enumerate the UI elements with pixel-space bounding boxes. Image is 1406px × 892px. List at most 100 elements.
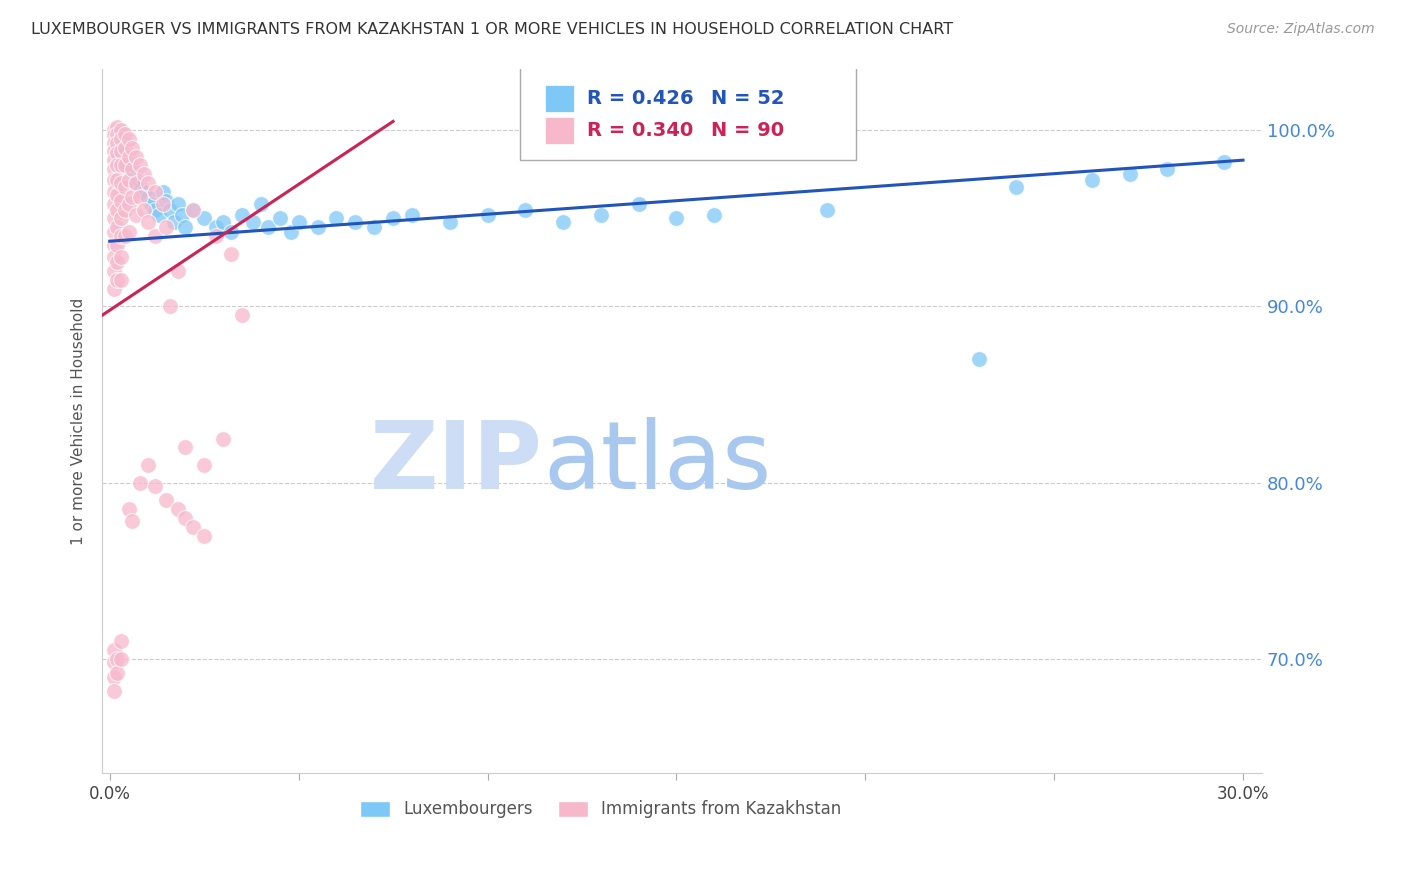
- Point: [103, 136, 125, 150]
- Point: [174, 220, 197, 235]
- Point: [132, 185, 155, 199]
- Point: [1005, 179, 1028, 194]
- Point: [257, 220, 280, 235]
- FancyBboxPatch shape: [520, 65, 856, 161]
- Point: [103, 237, 125, 252]
- Point: [105, 255, 128, 269]
- Point: [110, 150, 132, 164]
- Point: [129, 158, 152, 172]
- Point: [118, 161, 141, 176]
- Point: [204, 220, 226, 235]
- Point: [121, 141, 143, 155]
- Point: [105, 188, 128, 202]
- Point: [665, 211, 688, 226]
- Point: [1081, 172, 1104, 186]
- Point: [103, 683, 125, 698]
- Y-axis label: 1 or more Vehicles in Household: 1 or more Vehicles in Household: [72, 297, 86, 545]
- Point: [515, 202, 537, 217]
- Point: [114, 179, 136, 194]
- Point: [382, 211, 405, 226]
- Text: N = 90: N = 90: [711, 121, 785, 140]
- Point: [143, 202, 166, 217]
- Point: [551, 215, 574, 229]
- Point: [110, 634, 132, 648]
- Point: [105, 237, 128, 252]
- Text: ZIP: ZIP: [370, 417, 543, 509]
- Point: [439, 215, 461, 229]
- Point: [105, 273, 128, 287]
- Point: [129, 190, 152, 204]
- Point: [174, 511, 197, 525]
- Point: [159, 202, 181, 217]
- Text: Source: ZipAtlas.com: Source: ZipAtlas.com: [1227, 22, 1375, 37]
- Point: [193, 458, 215, 472]
- Point: [193, 211, 215, 226]
- Point: [344, 215, 367, 229]
- Text: LUXEMBOURGER VS IMMIGRANTS FROM KAZAKHSTAN 1 OR MORE VEHICLES IN HOUSEHOLD CORRE: LUXEMBOURGER VS IMMIGRANTS FROM KAZAKHST…: [31, 22, 953, 37]
- Point: [103, 145, 125, 159]
- Point: [103, 669, 125, 683]
- Text: R = 0.340: R = 0.340: [586, 121, 693, 140]
- Point: [121, 515, 143, 529]
- Point: [110, 229, 132, 244]
- Point: [627, 197, 650, 211]
- Point: [125, 150, 148, 164]
- Point: [118, 197, 141, 211]
- Point: [103, 161, 125, 176]
- Point: [250, 197, 273, 211]
- Point: [103, 643, 125, 657]
- Point: [103, 128, 125, 143]
- Point: [110, 132, 132, 146]
- Point: [219, 226, 242, 240]
- Point: [148, 208, 170, 222]
- Point: [105, 172, 128, 186]
- Point: [166, 502, 188, 516]
- Point: [129, 179, 152, 194]
- Point: [280, 226, 302, 240]
- Point: [817, 202, 839, 217]
- Point: [118, 172, 141, 186]
- Point: [159, 300, 181, 314]
- Point: [105, 120, 128, 134]
- Point: [1156, 161, 1178, 176]
- Point: [136, 190, 159, 204]
- Point: [105, 652, 128, 666]
- Point: [132, 202, 155, 217]
- Point: [103, 185, 125, 199]
- Point: [121, 190, 143, 204]
- Point: [103, 153, 125, 168]
- Point: [132, 167, 155, 181]
- Point: [143, 479, 166, 493]
- Bar: [546, 86, 574, 112]
- Point: [269, 211, 291, 226]
- Point: [121, 167, 143, 181]
- Point: [136, 176, 159, 190]
- Point: [121, 161, 143, 176]
- Point: [110, 194, 132, 208]
- Point: [125, 172, 148, 186]
- Point: [110, 211, 132, 226]
- Point: [152, 185, 174, 199]
- Point: [114, 141, 136, 155]
- Point: [118, 502, 141, 516]
- Point: [136, 458, 159, 472]
- Point: [110, 176, 132, 190]
- Point: [105, 141, 128, 155]
- Point: [143, 185, 166, 199]
- Point: [152, 197, 174, 211]
- Point: [174, 441, 197, 455]
- Point: [703, 208, 725, 222]
- Point: [114, 127, 136, 141]
- Point: [105, 158, 128, 172]
- Point: [110, 250, 132, 264]
- Point: [166, 197, 188, 211]
- Point: [307, 220, 329, 235]
- Point: [155, 194, 177, 208]
- Point: [325, 211, 347, 226]
- Point: [118, 150, 141, 164]
- Point: [212, 215, 235, 229]
- Legend: Luxembourgers, Immigrants from Kazakhstan: Luxembourgers, Immigrants from Kazakhsta…: [353, 794, 848, 825]
- Point: [103, 264, 125, 278]
- Point: [105, 202, 128, 217]
- Point: [105, 146, 128, 161]
